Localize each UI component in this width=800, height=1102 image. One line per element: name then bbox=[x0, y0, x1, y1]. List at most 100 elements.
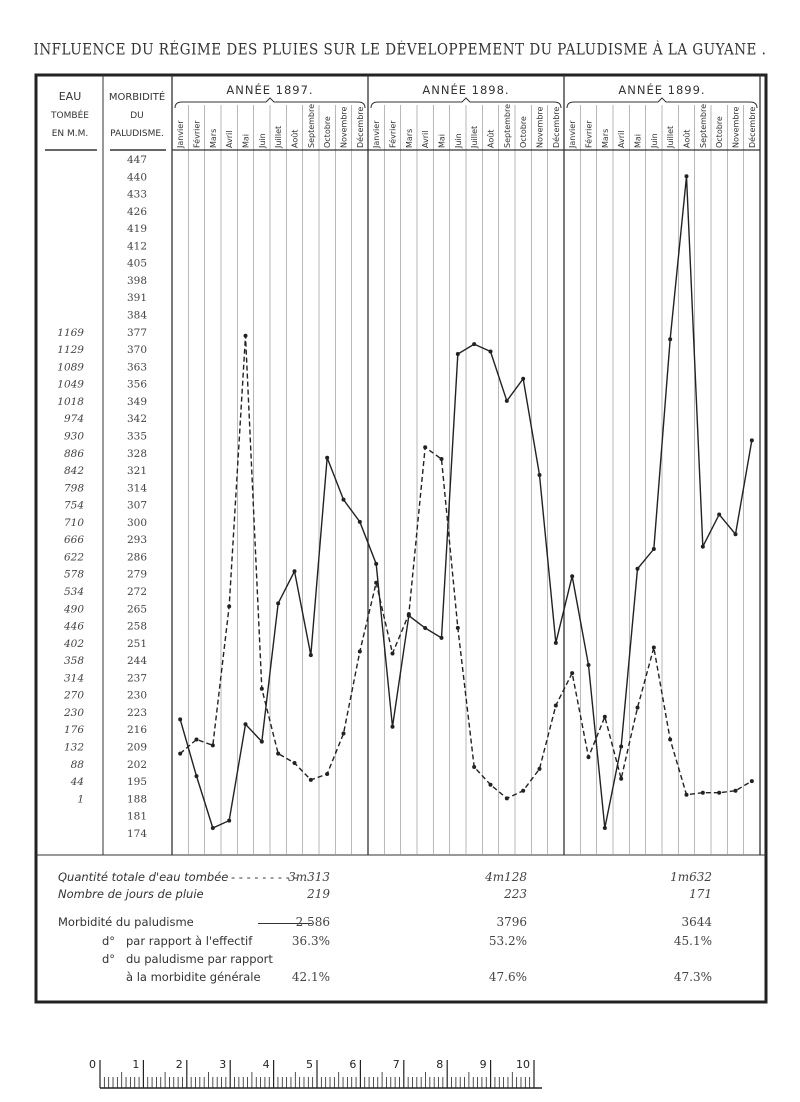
month-label: Août bbox=[487, 130, 496, 148]
morbidity-tick-label: 363 bbox=[127, 361, 147, 373]
year-label: ANNÉE 1898. bbox=[422, 82, 509, 97]
summary-label-effectif: par rapport à l'effectif bbox=[126, 934, 253, 948]
morbidity-tick-label: 174 bbox=[127, 828, 147, 840]
rainfall-point bbox=[423, 445, 428, 450]
rainfall-point bbox=[455, 625, 460, 630]
morbidity-point bbox=[423, 626, 428, 631]
month-label: Mars bbox=[405, 129, 414, 148]
rainfall-point bbox=[504, 796, 509, 801]
rain-tick-label: 534 bbox=[64, 586, 84, 598]
rainfall-point bbox=[243, 333, 248, 338]
summary-value: 42.1% bbox=[291, 970, 330, 984]
rain-tick-label: 578 bbox=[64, 569, 84, 581]
ruler-label: 1 bbox=[132, 1058, 139, 1071]
month-label: Mars bbox=[209, 129, 218, 148]
morbidity-point bbox=[178, 717, 183, 722]
morbidity-tick-label: 195 bbox=[127, 776, 147, 788]
month-label: Mai bbox=[634, 134, 643, 148]
morbidity-point bbox=[619, 744, 624, 749]
morbidity-point bbox=[717, 512, 722, 517]
ruler-label: 5 bbox=[306, 1058, 313, 1071]
month-label: Juillet bbox=[666, 126, 675, 149]
morbidity-point bbox=[668, 337, 673, 342]
rain-tick-label: 176 bbox=[64, 724, 84, 736]
summary-label-generale: à la morbidite générale bbox=[126, 970, 261, 984]
morbidity-point bbox=[521, 376, 526, 381]
rain-axis-header: EN M.M. bbox=[52, 129, 89, 139]
month-label: Novembre bbox=[732, 106, 741, 148]
morbidity-tick-label: 328 bbox=[127, 448, 147, 460]
rainfall-point bbox=[602, 714, 607, 719]
morbidity-tick-label: 209 bbox=[127, 742, 147, 754]
morbidity-point bbox=[210, 825, 215, 830]
morbidity-point bbox=[684, 174, 689, 179]
morbidity-point bbox=[488, 349, 493, 354]
rainfall-point bbox=[553, 703, 558, 708]
summary-value: 1m632 bbox=[670, 870, 712, 884]
ruler-label: 8 bbox=[436, 1058, 443, 1071]
morbidity-tick-label: 447 bbox=[127, 154, 147, 166]
morbidity-tick-label: 426 bbox=[127, 206, 147, 218]
summary-value: 223 bbox=[504, 887, 527, 901]
month-label: Décembre bbox=[551, 107, 561, 148]
rain-tick-label: 490 bbox=[63, 603, 84, 615]
summary-value: 3m313 bbox=[288, 870, 330, 884]
morbidity-tick-label: 349 bbox=[127, 396, 147, 408]
morbidity-tick-label: 405 bbox=[127, 258, 147, 270]
month-label: Février bbox=[584, 120, 594, 148]
morbidity-tick-label: 279 bbox=[127, 569, 147, 581]
rain-tick-label: 358 bbox=[64, 655, 84, 667]
morbidity-tick-label: 370 bbox=[127, 344, 147, 356]
year-label: ANNÉE 1897. bbox=[226, 82, 313, 97]
month-label: Novembre bbox=[536, 106, 545, 148]
morbidity-tick-label: 202 bbox=[127, 759, 147, 771]
month-label: Mai bbox=[242, 134, 251, 148]
morbidity-point bbox=[227, 818, 232, 823]
ruler-label: 7 bbox=[393, 1058, 400, 1071]
rain-tick-label: 1 bbox=[77, 793, 84, 805]
summary-value: 53.2% bbox=[488, 934, 527, 948]
rainfall-point bbox=[488, 782, 493, 787]
rain-tick-label: 666 bbox=[64, 534, 84, 546]
morbidity-point bbox=[635, 566, 640, 571]
month-label: Juillet bbox=[470, 126, 479, 149]
morbidity-point bbox=[733, 532, 738, 537]
rain-axis-header: TOMBÉE bbox=[50, 109, 89, 121]
rainfall-point bbox=[178, 751, 183, 756]
ruler-label: 10 bbox=[516, 1058, 530, 1071]
rain-axis-header: EAU bbox=[59, 90, 82, 103]
month-label: Novembre bbox=[340, 106, 349, 148]
morbidity-point bbox=[570, 574, 575, 579]
rainfall-point bbox=[292, 761, 297, 766]
morbidity-point bbox=[504, 398, 509, 403]
rainfall-point bbox=[390, 651, 395, 656]
morbidity-tick-label: 412 bbox=[127, 240, 147, 252]
ruler-label: 6 bbox=[349, 1058, 356, 1071]
morbidity-tick-label: 251 bbox=[127, 638, 147, 650]
rainfall-point bbox=[733, 788, 738, 793]
morbidity-point bbox=[537, 472, 542, 477]
chart-frame bbox=[34, 73, 768, 1004]
morbidity-tick-label: 265 bbox=[127, 603, 147, 615]
morbidity-tick-label: 258 bbox=[127, 621, 147, 633]
rainfall-point bbox=[472, 764, 477, 769]
month-label: Mars bbox=[601, 129, 610, 148]
rainfall-point bbox=[210, 743, 215, 748]
morbidity-point bbox=[308, 653, 313, 658]
summary-label-rain-days: Nombre de jours de pluie bbox=[58, 887, 204, 901]
morbidity-point bbox=[243, 722, 248, 727]
morbidity-point bbox=[194, 774, 199, 779]
rainfall-point bbox=[586, 755, 591, 760]
morbidity-axis-header: DU bbox=[130, 111, 144, 121]
year-brace bbox=[370, 97, 562, 109]
morbidity-point bbox=[700, 544, 705, 549]
rain-tick-label: 622 bbox=[64, 551, 84, 563]
month-label: Février bbox=[192, 120, 202, 148]
summary-value: 3796 bbox=[496, 915, 527, 929]
rainfall-point bbox=[635, 705, 640, 710]
rainfall-point bbox=[374, 580, 379, 585]
morbidity-point bbox=[292, 569, 297, 574]
morbidity-tick-label: 398 bbox=[127, 275, 147, 287]
morbidity-point bbox=[749, 438, 754, 443]
rain-tick-label: 1089 bbox=[57, 361, 84, 373]
